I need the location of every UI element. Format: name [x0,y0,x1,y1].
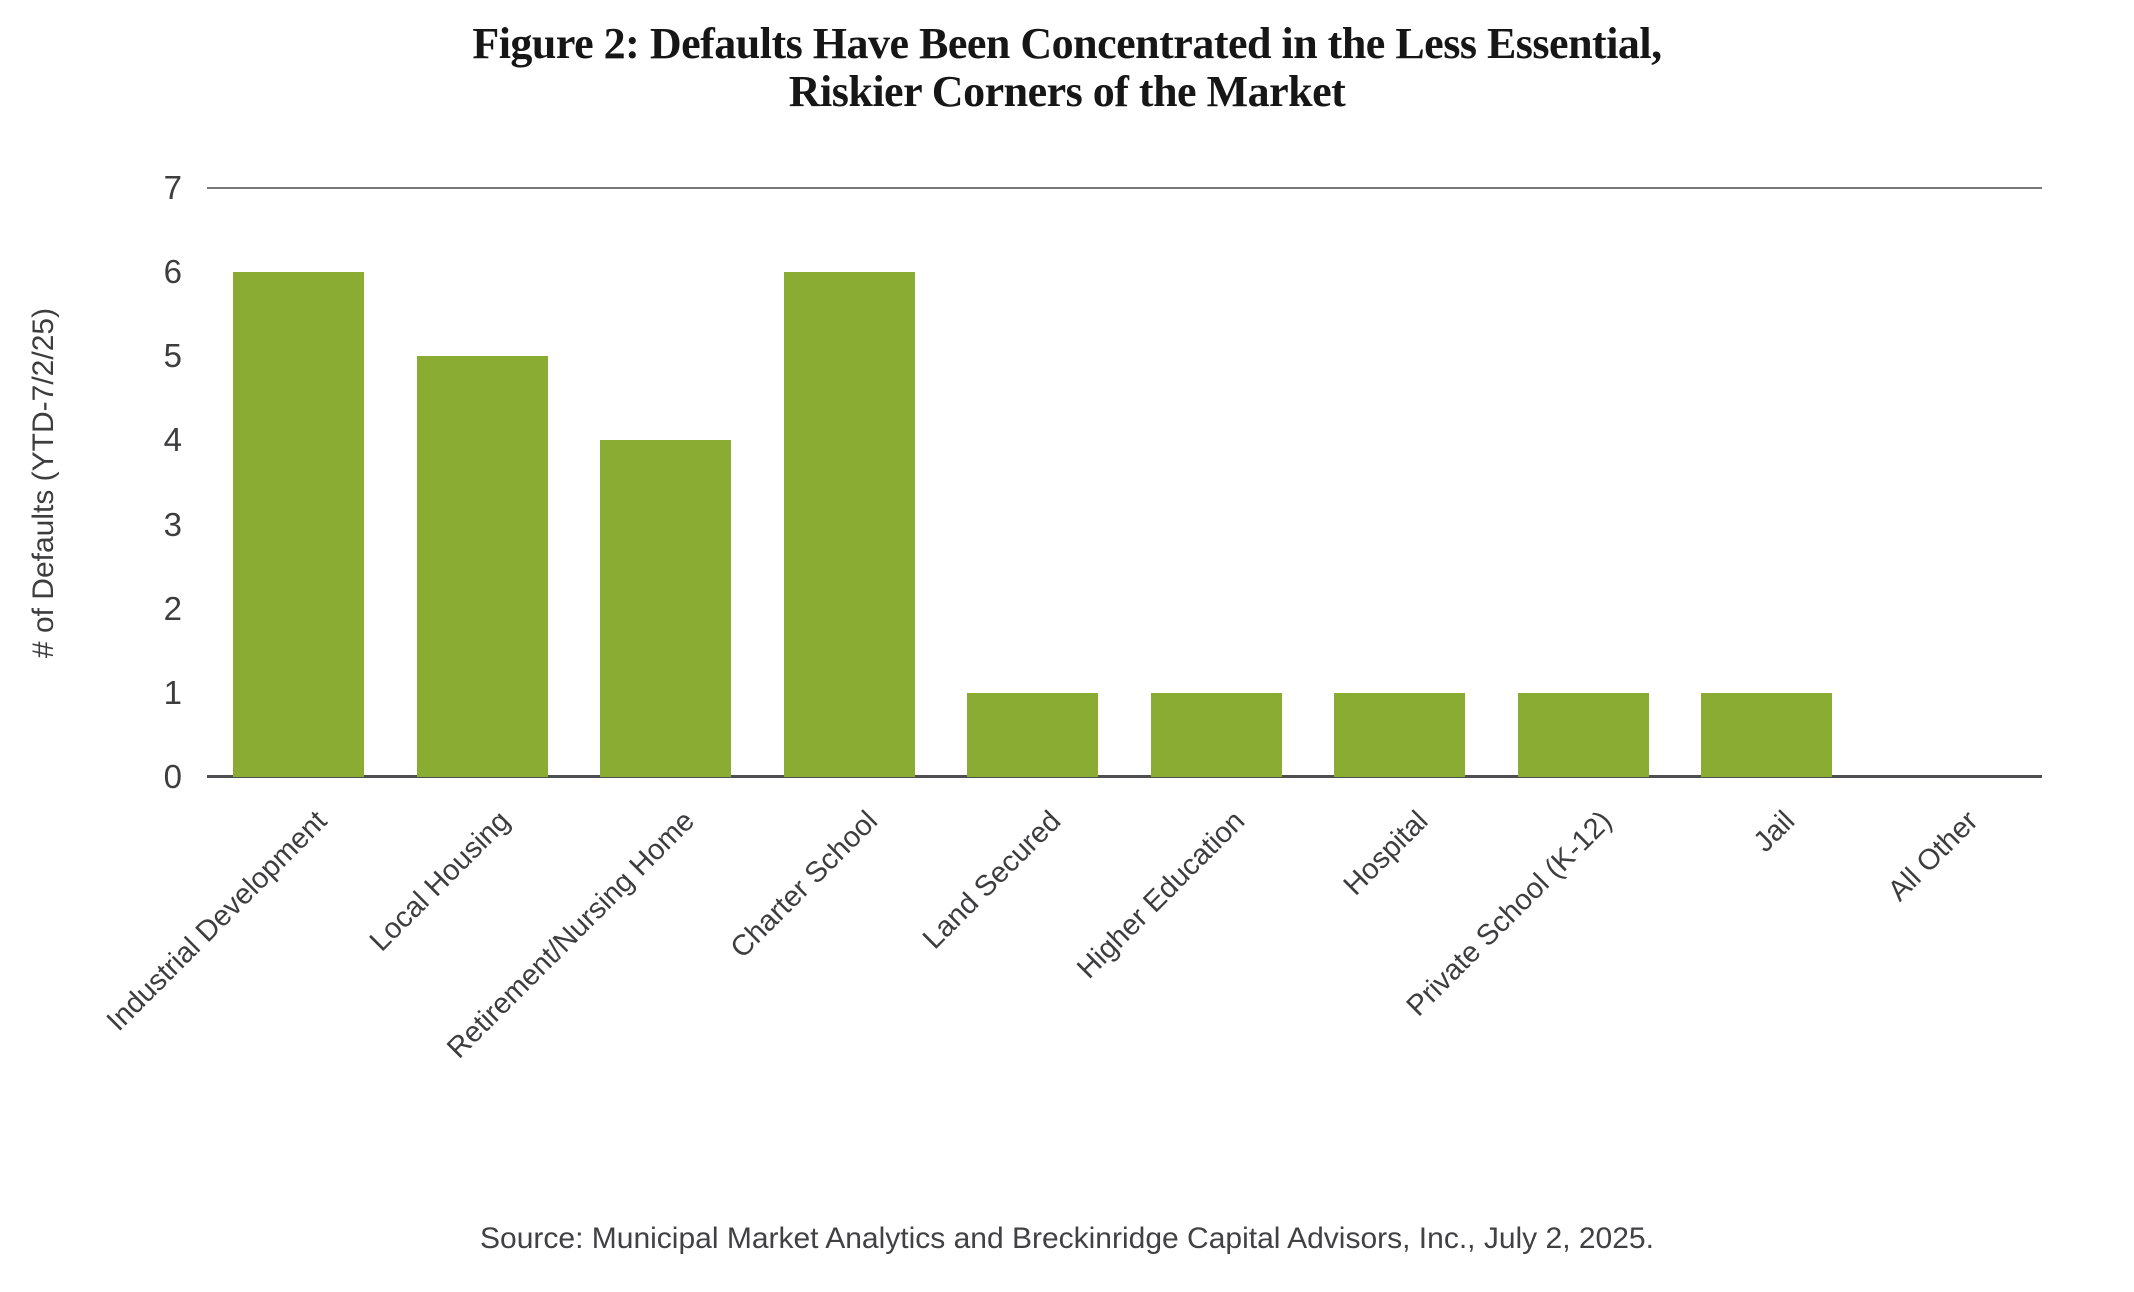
y-axis-label-text: # of Defaults (YTD-7/2/25) [27,307,60,658]
x-tick-label: Local Housing [364,805,517,958]
bar-higher-education [1150,692,1282,777]
y-tick-label: 0 [163,758,182,795]
bar-hospital [1334,692,1466,777]
bar-local-housing [416,356,548,777]
y-tick-label: 2 [163,589,182,627]
x-tick-label: Private School (K-12) [1400,805,1618,1023]
x-tick-label: Hospital [1337,805,1435,902]
bar-private-school-k-12- [1517,692,1649,777]
bar-retirement-nursing-home [600,440,732,777]
source-note: Source: Municipal Market Analytics and B… [480,1222,1654,1255]
chart-title-line-1: Figure 2: Defaults Have Been Concentrate… [472,19,1662,68]
chart-title: Figure 2: Defaults Have Been Concentrate… [0,19,2134,117]
chart-title-line-2: Riskier Corners of the Market [788,67,1346,117]
plot-area [207,187,2042,778]
y-tick-label: 1 [163,673,182,711]
y-tick-label: 4 [163,421,182,459]
bar-jail [1701,692,1833,777]
x-tick-label: All Other [1882,805,1985,908]
bar-charter-school [783,272,915,777]
bar-industrial-development [233,272,365,777]
y-tick-label: 5 [163,337,182,375]
y-axis-label: # of Defaults (YTD-7/2/25) [14,188,74,777]
x-tick-label: Charter School [724,805,884,965]
bar-land-secured [967,692,1099,777]
x-tick-label: Industrial Development [101,805,334,1038]
y-tick-label: 3 [163,505,182,543]
x-tick-label: Land Secured [917,805,1068,956]
x-tick-label: Jail [1747,805,1802,859]
y-tick-label: 6 [163,253,182,291]
top-border-line [207,187,2042,189]
x-tick-label: Higher Education [1070,805,1251,985]
y-tick-label: 7 [163,169,182,206]
x-axis-line [207,775,2042,778]
